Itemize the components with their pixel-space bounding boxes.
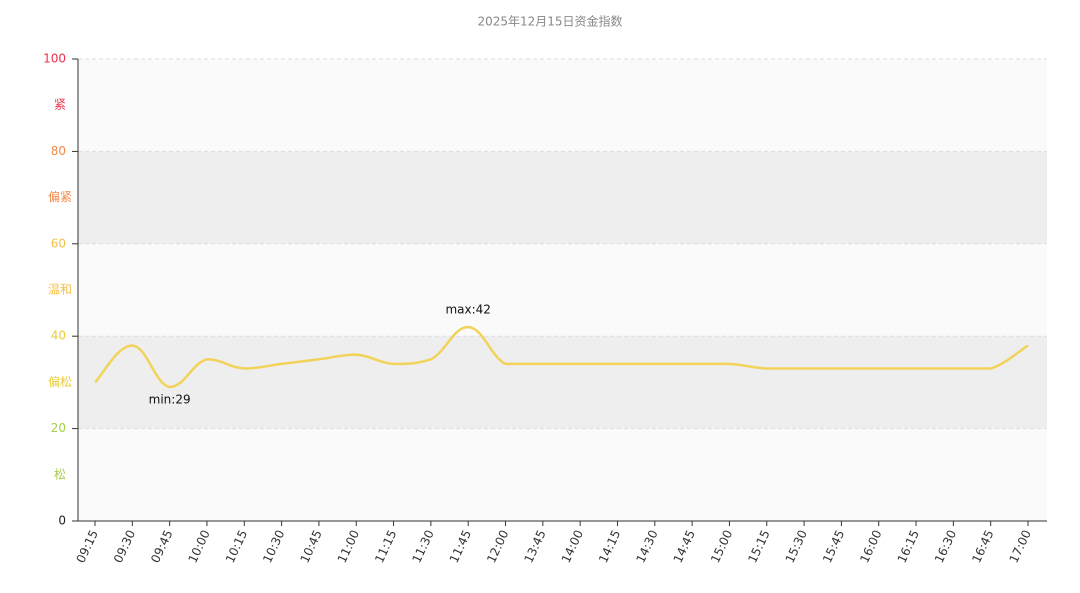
x-tick-label: 11:00	[335, 528, 362, 565]
x-tick-label: 15:00	[708, 528, 735, 565]
chart-title: 2025年12月15日资金指数	[477, 14, 622, 29]
x-tick-label: 15:30	[783, 528, 810, 565]
line	[94, 325, 1029, 389]
marker-label: max:42	[445, 302, 490, 316]
x-tick-label: 12:00	[484, 528, 511, 565]
x-tick-label: 11:15	[372, 528, 399, 565]
band	[78, 428, 1047, 521]
x-tick-label: 14:00	[559, 528, 586, 565]
x-tick-label: 14:45	[671, 528, 698, 565]
y-tick-label: 100	[43, 52, 66, 66]
x-tick-label: 14:30	[633, 528, 660, 565]
y-tick-label: 0	[58, 514, 66, 528]
x-tick-label: 16:15	[895, 528, 922, 565]
band	[78, 243, 1047, 337]
x-tick-label: 10:45	[298, 528, 325, 565]
band	[78, 336, 1047, 429]
x-tick-label: 16:30	[932, 528, 959, 565]
x-tick-label: 13:45	[521, 528, 548, 565]
x-tick-label: 17:00	[1007, 528, 1034, 565]
x-tick-label: 16:45	[969, 528, 996, 565]
band	[78, 151, 1047, 244]
band-label: 偏松	[48, 374, 72, 389]
x-tick-label: 09:30	[111, 528, 138, 565]
x-tick-label: 15:15	[745, 528, 772, 565]
x-tick-label: 09:45	[148, 528, 175, 565]
x-tick-label: 11:30	[409, 528, 436, 565]
x-tick-label: 14:15	[596, 528, 623, 565]
band-label: 温和	[48, 283, 72, 297]
marker-label: min:29	[149, 393, 191, 407]
band	[78, 59, 1047, 152]
x-tick-label: 10:15	[223, 528, 250, 565]
y-tick-label: 40	[51, 329, 66, 343]
y-tick-label: 20	[51, 421, 66, 435]
band-label: 紧	[54, 98, 66, 112]
x-tick-label: 11:45	[447, 528, 474, 565]
x-tick-label: 15:45	[820, 528, 847, 565]
x-tick-label: 09:15	[74, 528, 101, 565]
y-tick-label: 80	[51, 144, 66, 158]
y-tick-label: 60	[51, 236, 66, 250]
band-label: 偏紧	[48, 189, 72, 204]
x-tick-label: 10:00	[186, 528, 213, 565]
x-tick-label: 10:30	[260, 528, 287, 565]
band-label: 松	[54, 467, 66, 481]
x-tick-label: 16:00	[857, 528, 884, 565]
